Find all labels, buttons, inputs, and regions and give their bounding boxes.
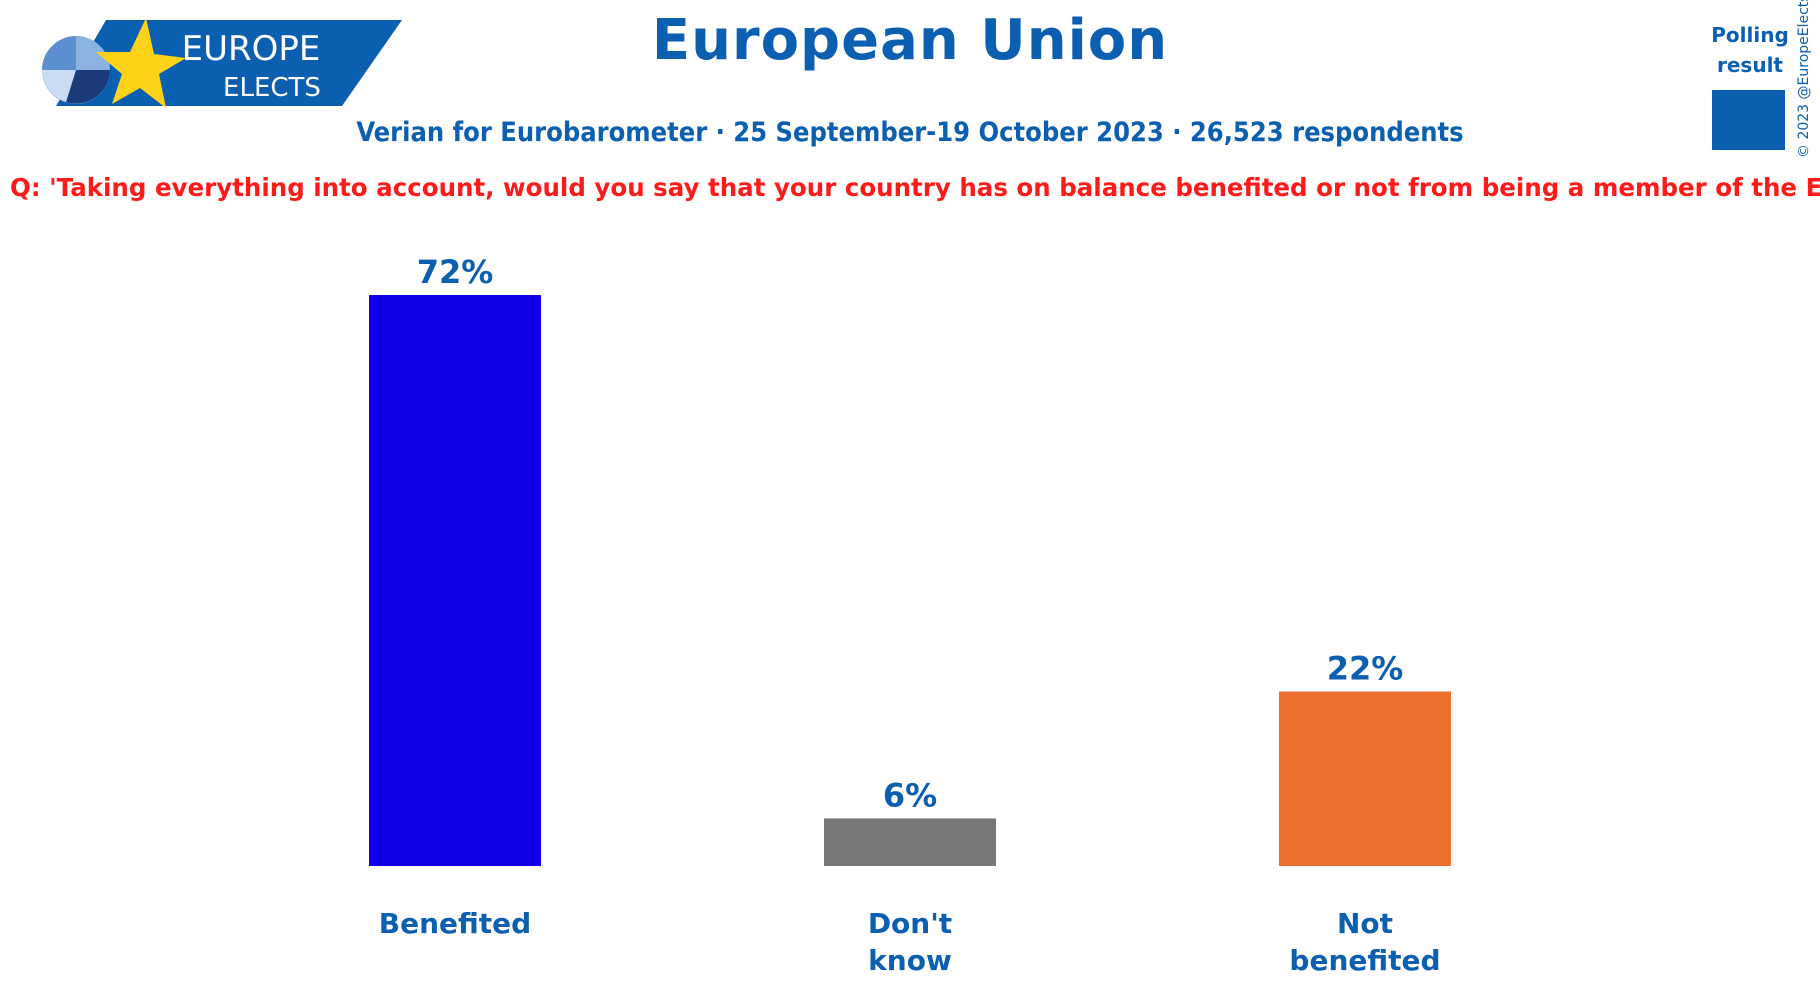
bar-value-label-2: 6% (883, 776, 937, 814)
europe-elects-logo: EUROPE ELECTS (42, 18, 402, 108)
category-label-1-line-1: Benefited (379, 907, 531, 940)
category-label-2-line-2: know (868, 944, 952, 977)
legend-label: Polling result (1700, 20, 1800, 80)
legend-label-line2: result (1717, 53, 1783, 77)
bar-3 (1279, 691, 1451, 866)
category-label-3-line-2: benefited (1289, 944, 1440, 977)
logo-text-elects: ELECTS (223, 73, 321, 103)
bar-2 (824, 818, 996, 866)
logo-text-europe: EUROPE (182, 29, 321, 69)
legend-label-line1: Polling (1711, 23, 1789, 47)
bar-value-label-1: 72% (417, 253, 494, 291)
category-label-3-line-1: Not (1337, 907, 1393, 940)
legend-swatch (1712, 90, 1785, 150)
chart-subtitle: Verian for Eurobarometer · 25 September-… (356, 117, 1464, 148)
bar-value-label-3: 22% (1327, 650, 1404, 688)
survey-question: Q: 'Taking everything into account, woul… (10, 173, 1820, 202)
category-label-2-line-1: Don't (868, 907, 952, 940)
bar-1 (369, 295, 541, 866)
chart-title: European Union (651, 8, 1169, 73)
